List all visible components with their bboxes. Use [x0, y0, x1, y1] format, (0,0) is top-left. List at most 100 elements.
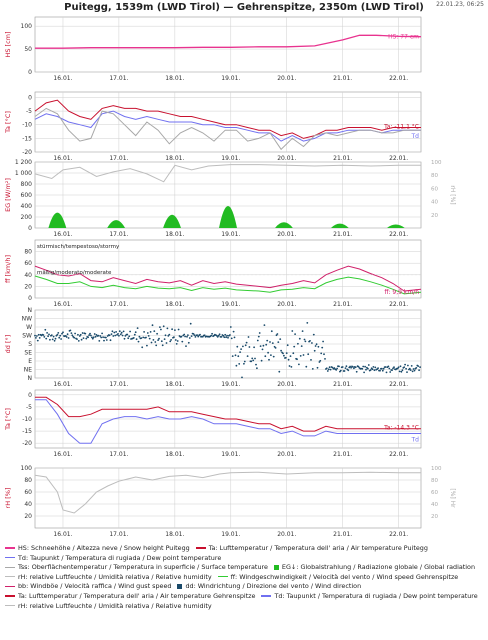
wind-direction-point	[294, 333, 296, 335]
wind-direction-point	[315, 343, 318, 346]
wind-direction-point	[365, 368, 367, 371]
x-tick-label: 21.01.	[333, 381, 352, 388]
timestamp: 22.01.23, 06:25	[436, 1, 484, 8]
wind-direction-point	[97, 334, 100, 337]
wind-direction-point	[362, 365, 365, 368]
end-label-td: Td	[411, 437, 420, 444]
x-tick-label: 22.01.	[389, 301, 408, 308]
wind-direction-point	[66, 333, 69, 336]
wind-direction-point	[293, 345, 296, 348]
x-tick-label: 22.01.	[389, 75, 408, 82]
legend-swatch	[5, 585, 15, 588]
wind-direction-point	[311, 368, 314, 370]
wind-direction-point	[367, 367, 369, 370]
y-tick-label: -15	[22, 135, 32, 142]
x-tick-label: 19.01.	[221, 155, 240, 162]
y-tick-label: N	[28, 307, 33, 314]
radiation-peak	[330, 223, 349, 228]
y-tick-label: 0	[28, 69, 32, 76]
wind-direction-point	[176, 340, 179, 342]
wind-direction-point	[302, 354, 305, 356]
wind-direction-point	[404, 363, 406, 366]
wind-direction-point	[65, 336, 68, 338]
wind-direction-point	[91, 337, 94, 340]
wind-direction-point	[138, 335, 141, 338]
x-tick-label: 21.01.	[333, 301, 352, 308]
y-tick-label: 100	[21, 465, 33, 472]
y-tick-label: 60	[24, 260, 32, 267]
y-axis-label: HS [cm]	[4, 31, 12, 57]
x-tick-label: 21.01.	[333, 231, 352, 238]
wind-direction-point	[367, 364, 370, 366]
wind-direction-point	[301, 330, 304, 332]
wind-direction-point	[185, 345, 187, 347]
wind-direction-point	[92, 336, 95, 339]
y2-tick-label: 100	[431, 466, 442, 472]
wind-direction-point	[410, 365, 413, 367]
wind-direction-point	[142, 336, 145, 339]
wind-direction-point	[59, 334, 62, 337]
x-tick-label: 18.01.	[165, 231, 184, 238]
wind-direction-point	[397, 366, 400, 369]
wind-direction-point	[99, 335, 102, 337]
wind-direction-point	[338, 365, 340, 368]
wind-direction-point	[285, 352, 288, 354]
wind-direction-point	[400, 370, 403, 373]
x-tick-label: 17.01.	[109, 451, 128, 458]
legend-row: rH: relative Luftfeuchte / Umidità relat…	[5, 602, 485, 612]
wind-direction-point	[260, 359, 263, 362]
wind-direction-point	[151, 324, 154, 327]
wind-direction-point	[141, 346, 144, 349]
legend-row: bb: Windböe / Velocità raffica / Wind gu…	[5, 582, 485, 592]
radiation-peak	[275, 222, 293, 228]
wind-direction-point	[193, 334, 196, 336]
legend-row: Ta: Lufttemperatur / Temperatura dell' a…	[5, 592, 485, 602]
wind-direction-point	[84, 332, 87, 335]
legend-label: Tss: Oberflächentemperatur / Temperatura…	[18, 563, 268, 572]
wind-direction-point	[355, 370, 358, 373]
x-tick-label: 18.01.	[165, 301, 184, 308]
series-line-ff	[34, 275, 422, 295]
wind-direction-point	[222, 334, 225, 337]
series-line-ta	[34, 99, 421, 139]
wind-direction-point	[60, 338, 62, 340]
wind-direction-point	[74, 332, 76, 335]
y-tick-label: -20	[22, 149, 32, 156]
wind-direction-point	[135, 338, 138, 341]
wind-direction-point	[112, 335, 115, 337]
wind-direction-point	[129, 330, 132, 333]
wind-direction-point	[194, 336, 197, 338]
wind-direction-point	[261, 348, 264, 351]
x-tick-label: 17.01.	[109, 155, 128, 162]
wind-direction-point	[237, 355, 240, 358]
wind-direction-point	[256, 367, 258, 370]
wind-direction-point	[369, 369, 372, 371]
wind-direction-point	[217, 334, 220, 337]
wind-direction-point	[234, 354, 237, 357]
wind-direction-point	[164, 334, 167, 337]
legend-swatch	[5, 566, 15, 568]
wind-direction-point	[327, 368, 330, 371]
x-tick-label: 21.01.	[333, 531, 352, 538]
wind-direction-point	[289, 355, 292, 357]
wind-direction-point	[391, 369, 393, 371]
x-tick-label: 22.01.	[389, 155, 408, 162]
wind-direction-point	[292, 352, 295, 355]
wind-direction-point	[173, 336, 175, 338]
legend-label: Ta: Lufttemperatur / Temperatura dell' a…	[208, 544, 428, 552]
y-tick-label: -20	[22, 440, 32, 447]
wind-direction-point	[406, 371, 408, 373]
x-tick-label: 17.01.	[109, 531, 128, 538]
wind-direction-point	[349, 365, 351, 368]
y2-tick-label: 80	[431, 173, 438, 179]
x-tick-label: 19.01.	[221, 381, 240, 388]
wind-direction-point	[46, 332, 48, 334]
wind-direction-point	[253, 346, 256, 349]
wind-direction-point	[188, 337, 191, 339]
wind-direction-point	[401, 369, 404, 372]
wind-direction-point	[122, 330, 125, 333]
series-line-ta	[35, 396, 421, 432]
wind-direction-point	[187, 341, 190, 344]
wind-direction-point	[98, 340, 101, 342]
legend-swatch	[273, 564, 279, 570]
